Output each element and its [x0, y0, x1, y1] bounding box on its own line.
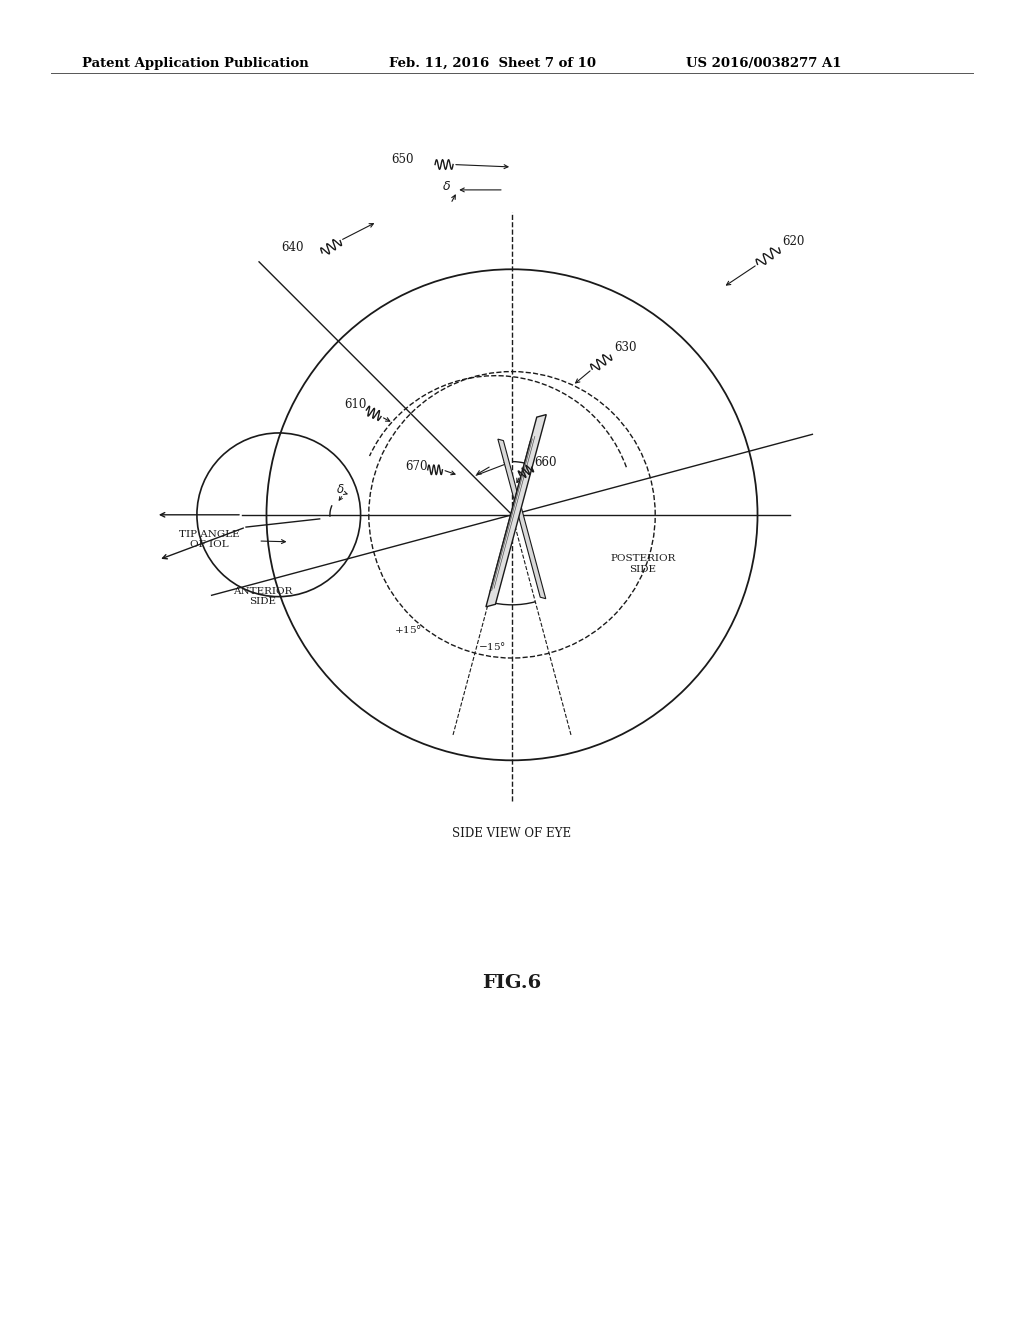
Text: TIP ANGLE
OF IOL: TIP ANGLE OF IOL	[179, 529, 240, 549]
Text: 640: 640	[281, 242, 303, 255]
Text: US 2016/0038277 A1: US 2016/0038277 A1	[686, 57, 842, 70]
Text: 610: 610	[344, 399, 367, 412]
Text: 660: 660	[535, 455, 557, 469]
Text: SIDE VIEW OF EYE: SIDE VIEW OF EYE	[453, 828, 571, 841]
Text: POSTERIOR
SIDE: POSTERIOR SIDE	[610, 554, 676, 574]
Text: 630: 630	[614, 341, 637, 354]
Text: ANTERIOR
SIDE: ANTERIOR SIDE	[232, 587, 292, 606]
Text: 620: 620	[782, 235, 805, 248]
Text: $\delta$: $\delta$	[336, 483, 345, 496]
Text: +15$\degree$: +15$\degree$	[394, 623, 422, 635]
Text: Feb. 11, 2016  Sheet 7 of 10: Feb. 11, 2016 Sheet 7 of 10	[389, 57, 596, 70]
Text: $-$15$\degree$: $-$15$\degree$	[477, 640, 506, 652]
Polygon shape	[498, 440, 546, 599]
Text: 650: 650	[391, 153, 414, 166]
Text: FIG.6: FIG.6	[482, 974, 542, 993]
Polygon shape	[486, 414, 546, 607]
Text: $\delta$: $\delta$	[442, 180, 452, 193]
Text: Patent Application Publication: Patent Application Publication	[82, 57, 308, 70]
Text: 670: 670	[406, 459, 428, 473]
